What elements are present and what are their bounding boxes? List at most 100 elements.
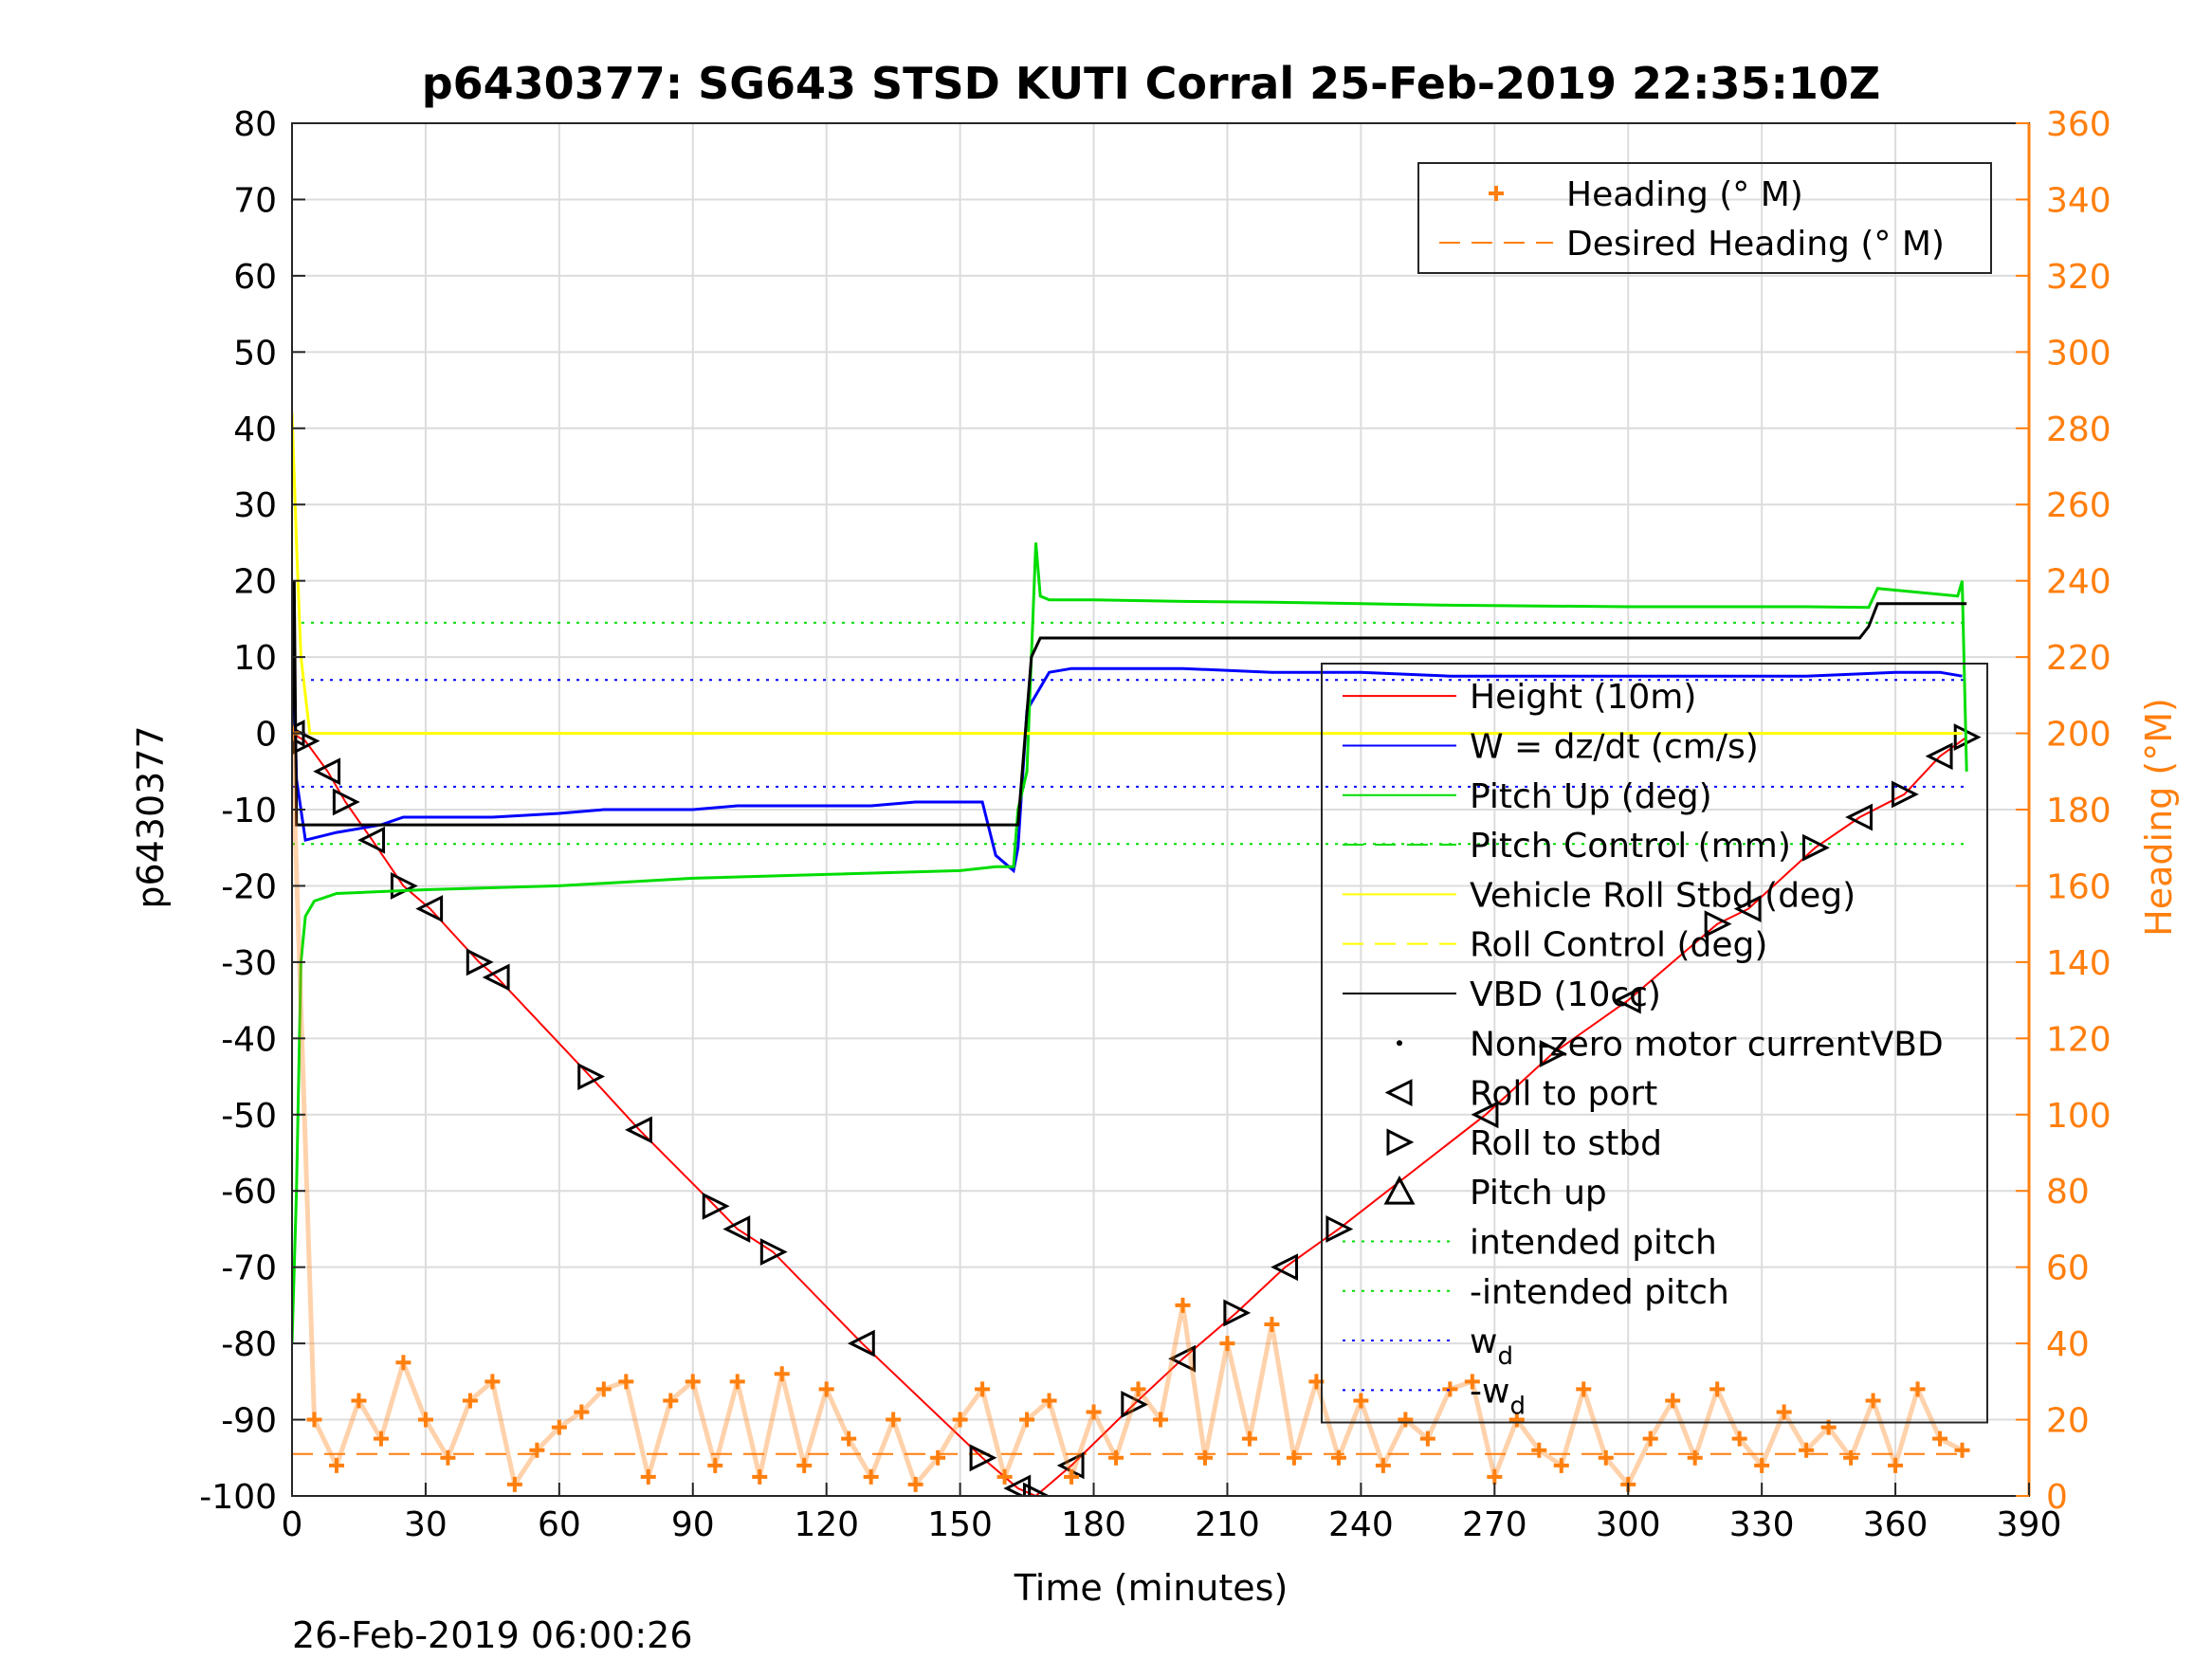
heading-point [306, 1412, 322, 1428]
legend-entry-vehicle-roll-stbd-deg: Vehicle Roll Stbd (deg) [1470, 876, 1856, 915]
y-right-tick-label: 180 [2046, 792, 2111, 830]
heading-point [1130, 1381, 1146, 1397]
heading-point [1419, 1431, 1435, 1447]
heading-point [1219, 1336, 1235, 1352]
y-tick-label: -20 [221, 867, 277, 906]
x-tick-label: 150 [927, 1505, 993, 1544]
y-right-tick-label: 320 [2046, 258, 2111, 297]
heading-point [841, 1431, 857, 1447]
y-right-tick-label: 300 [2046, 334, 2111, 373]
heading-point [1865, 1393, 1881, 1409]
y-right-tick-label: 60 [2046, 1249, 2090, 1288]
legend-marker [1397, 1040, 1402, 1047]
legend-heading: Heading (° M) Desired Heading (° M) [1417, 162, 1992, 274]
heading-point [1487, 1468, 1503, 1485]
x-axis-label: Time (minutes) [1014, 1567, 1289, 1609]
x-tick-label: 210 [1195, 1505, 1260, 1544]
heading-point [1754, 1457, 1770, 1473]
plot-series [292, 412, 1982, 1496]
y-axis-label: p6430377 [130, 725, 172, 908]
heading-point [1553, 1457, 1569, 1473]
y-tick-label: -60 [221, 1173, 277, 1212]
y-right-tick-label: 240 [2046, 563, 2111, 602]
heading-point [729, 1374, 745, 1390]
roll-marker [1704, 910, 1732, 939]
heading-point [1799, 1442, 1815, 1458]
grid [291, 122, 2030, 1497]
heading-point [1398, 1412, 1414, 1428]
heading-point [395, 1355, 411, 1371]
legend-entry-non-zero-motor-currentvbd: Non-zero motor currentVBD [1470, 1025, 1944, 1064]
x-tick-label: 300 [1596, 1505, 1661, 1544]
roll-marker [1925, 742, 1953, 771]
legend-entry-height-10m: Height (10m) [1470, 678, 1696, 717]
heading-point [1375, 1457, 1391, 1473]
heading-point [886, 1412, 902, 1428]
heading-point [1598, 1449, 1614, 1466]
legend-entry-roll-to-port: Roll to port [1470, 1075, 1657, 1114]
series-heading-m [292, 733, 1964, 1491]
y-right-tick-label: 0 [2046, 1478, 2068, 1517]
legend-subscript: d [1509, 1392, 1526, 1420]
roll-marker [466, 948, 494, 976]
x-tick-label: 180 [1061, 1505, 1126, 1544]
roll-marker [332, 788, 360, 816]
y-tick-label: -90 [221, 1402, 277, 1441]
heading-point [417, 1412, 433, 1428]
heading-point [1910, 1381, 1926, 1397]
y-tick-label: -30 [221, 944, 277, 983]
heading-point [1709, 1381, 1726, 1397]
heading-point [551, 1419, 567, 1435]
legend-marker [1383, 1175, 1416, 1205]
y-right-tick-label: 40 [2046, 1325, 2090, 1364]
heading-point [996, 1468, 1013, 1485]
heading-point [907, 1476, 923, 1492]
legend-entry-pitch-control-mm: Pitch Control (mm) [1470, 827, 1791, 866]
heading-point [506, 1476, 522, 1492]
legend-entry-roll-to-stbd: Roll to stbd [1470, 1124, 1662, 1163]
legend-entry-pitch-up-deg: Pitch Up (deg) [1470, 777, 1712, 816]
roll-marker [759, 1238, 788, 1267]
roll-marker [1223, 1299, 1252, 1327]
y-tick-label: 20 [233, 563, 277, 602]
ticks: 0 30 60 90 120 150 180 210 240 270 300 330 360 390-10… [199, 105, 2111, 1544]
heading-point [1064, 1468, 1080, 1485]
series-vehicle-roll-stbd-deg [292, 412, 1963, 736]
heading-point [1687, 1449, 1703, 1466]
heading-point [1932, 1431, 1948, 1447]
chart-title: p6430377: SG643 STSD KUTI Corral 25-Feb-… [422, 58, 1881, 109]
heading-point [1175, 1297, 1191, 1313]
legend-marker [1386, 1128, 1415, 1157]
roll-marker [1022, 1482, 1051, 1496]
y-right-tick-label: 120 [2046, 1020, 2111, 1059]
y-tick-label: 50 [233, 334, 277, 373]
x-tick-label: 0 [282, 1505, 303, 1544]
heading-point [529, 1442, 545, 1458]
heading-point [1642, 1431, 1658, 1447]
roll-marker [415, 895, 444, 923]
heading-point [774, 1366, 790, 1382]
heading-point [1330, 1449, 1346, 1466]
heading-point [1108, 1449, 1124, 1466]
legend-box [1321, 663, 1988, 1424]
y-right-tick-label: 280 [2046, 410, 2111, 449]
legend-entry-wd: wd [1470, 1322, 1513, 1371]
y-tick-label: 60 [233, 258, 277, 297]
heading-point [796, 1457, 813, 1473]
legend-entry-desired-heading-m: Desired Heading (° M) [1566, 225, 1945, 264]
roll-marker [1613, 986, 1641, 1014]
roll-marker [702, 1192, 730, 1220]
heading-point [863, 1468, 879, 1485]
series-w-dz-dt-cm-s [292, 595, 1963, 874]
roll-marker [625, 1116, 652, 1144]
heading-point [1776, 1404, 1792, 1420]
y-tick-label: -40 [221, 1020, 277, 1059]
heading-point [975, 1381, 991, 1397]
heading-point [1464, 1374, 1480, 1390]
y-right-tick-label: 220 [2046, 639, 2111, 678]
roll-marker [1802, 833, 1830, 862]
heading-point [462, 1393, 478, 1409]
footer-timestamp: 26-Feb-2019 06:00:26 [292, 1614, 693, 1656]
roll-marker [1271, 1253, 1299, 1282]
